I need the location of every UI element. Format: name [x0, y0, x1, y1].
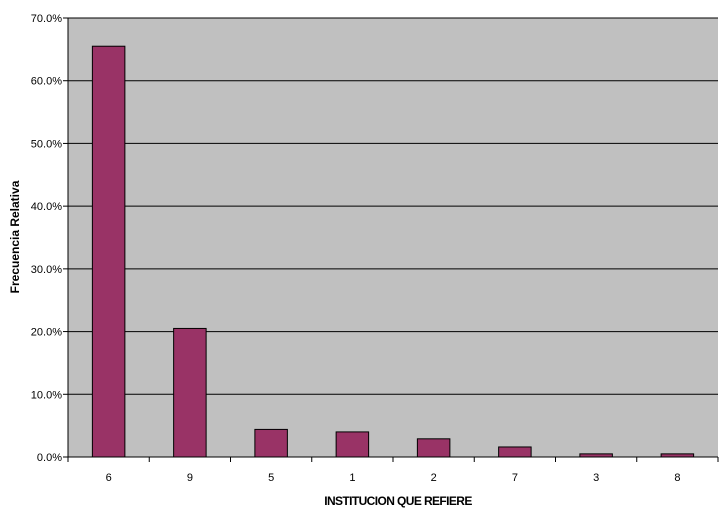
y-tick-label: 60.0%: [31, 76, 62, 88]
x-tick-labels: 6 9 5 1 2 7 3 8: [106, 472, 681, 484]
bar-7: [499, 447, 532, 457]
y-tick-labels: 0.0% 10.0% 20.0% 30.0% 40.0% 50.0% 60.0% 70.0%: [31, 13, 62, 464]
x-tick-label: 5: [268, 472, 274, 484]
bar-2: [417, 439, 450, 457]
x-tick-label: 7: [512, 472, 518, 484]
y-tick-label: 40.0%: [31, 201, 62, 213]
y-tick-label: 0.0%: [37, 452, 62, 464]
x-tick-label: 6: [106, 472, 112, 484]
x-tick-label: 9: [187, 472, 193, 484]
x-tick-label: 1: [349, 472, 355, 484]
bar-9: [174, 328, 207, 457]
x-tick-label: 2: [431, 472, 437, 484]
y-tick-label: 70.0%: [31, 13, 62, 25]
x-tick-label: 3: [593, 472, 599, 484]
y-tick-label: 20.0%: [31, 327, 62, 339]
y-tick-label: 10.0%: [31, 389, 62, 401]
plot-area: [68, 18, 718, 457]
bar-5: [255, 429, 288, 457]
bar-6: [92, 46, 125, 457]
y-axis-title: Frecuencia Relativa: [8, 180, 22, 293]
y-tick-label: 30.0%: [31, 264, 62, 276]
x-tick-label: 8: [674, 472, 680, 484]
x-axis-title: INSTITUCION QUE REFIERE: [324, 494, 472, 508]
y-tick-label: 50.0%: [31, 138, 62, 150]
bar-1: [336, 432, 369, 457]
